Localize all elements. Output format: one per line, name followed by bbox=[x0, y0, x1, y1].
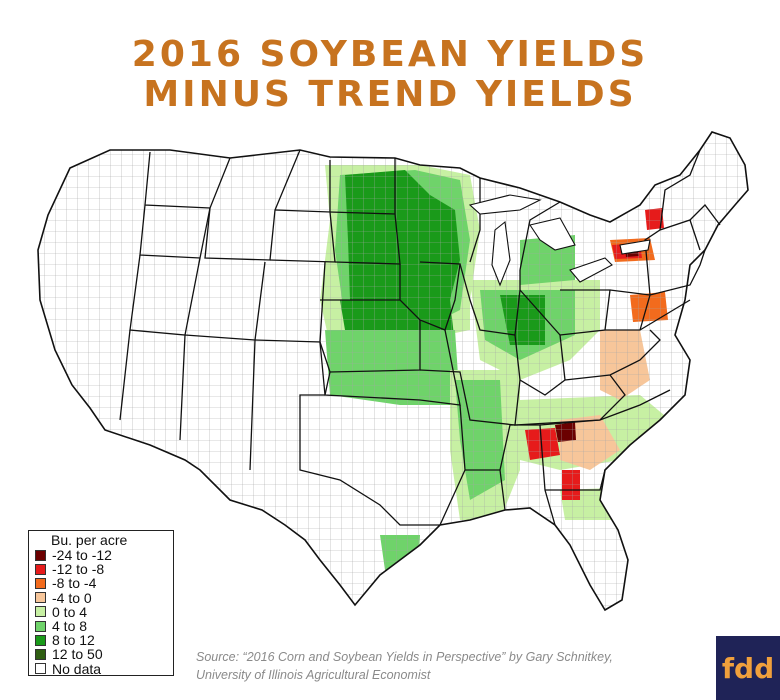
us-outline bbox=[37, 131, 749, 612]
svg-text:fdd: fdd bbox=[722, 652, 774, 685]
legend-swatch bbox=[35, 592, 46, 604]
legend-swatch bbox=[35, 648, 46, 660]
legend-label: -12 to -8 bbox=[52, 561, 105, 578]
legend-swatch bbox=[35, 620, 46, 632]
legend-swatch bbox=[35, 563, 46, 575]
legend-label: 8 to 12 bbox=[52, 632, 95, 649]
legend-item: 0 to 4 bbox=[35, 605, 169, 619]
legend-swatch bbox=[35, 663, 46, 675]
legend-item: -4 to 0 bbox=[35, 591, 169, 605]
legend-item: No data bbox=[35, 662, 169, 676]
legend-swatch bbox=[35, 577, 46, 589]
map-legend: Bu. per acre -24 to -12 -12 to -8 -8 to -4… bbox=[28, 530, 174, 676]
map-title-line-2: Minus Trend Yields bbox=[143, 74, 637, 115]
state-borders bbox=[119, 149, 721, 526]
legend-label: 4 to 8 bbox=[52, 618, 88, 635]
legend-swatch bbox=[35, 549, 46, 561]
source-credit: Source: “2016 Corn and Soybean Yields in… bbox=[196, 648, 696, 684]
legend-label: No data bbox=[52, 660, 102, 677]
map-title-line-1: 2016 Soybean Yields bbox=[131, 34, 649, 75]
legend-item: -12 to -8 bbox=[35, 562, 169, 576]
source-line-2: University of Illinois Agricultural Econ… bbox=[196, 668, 431, 682]
legend-label: -24 to -12 bbox=[52, 547, 112, 564]
legend-label: -8 to -4 bbox=[52, 575, 97, 592]
legend-item: 12 to 50 bbox=[35, 647, 169, 661]
fdd-logo-mark: fdd bbox=[722, 652, 774, 685]
legend-swatch bbox=[35, 606, 46, 618]
legend-title: Bu. per acre bbox=[51, 532, 128, 548]
legend-label: 0 to 4 bbox=[52, 603, 88, 620]
legend-item: -24 to -12 bbox=[35, 548, 169, 562]
legend-item: 8 to 12 bbox=[35, 633, 169, 647]
legend-label: 12 to 50 bbox=[52, 646, 103, 663]
fdd-logo: fdd bbox=[716, 636, 780, 700]
legend-item: -8 to -4 bbox=[35, 576, 169, 590]
source-line-1: Source: “2016 Corn and Soybean Yields in… bbox=[196, 650, 613, 664]
legend-label: -4 to 0 bbox=[52, 589, 92, 606]
great-lakes bbox=[468, 194, 651, 287]
legend-item: 4 to 8 bbox=[35, 619, 169, 633]
legend-swatch bbox=[35, 634, 46, 646]
